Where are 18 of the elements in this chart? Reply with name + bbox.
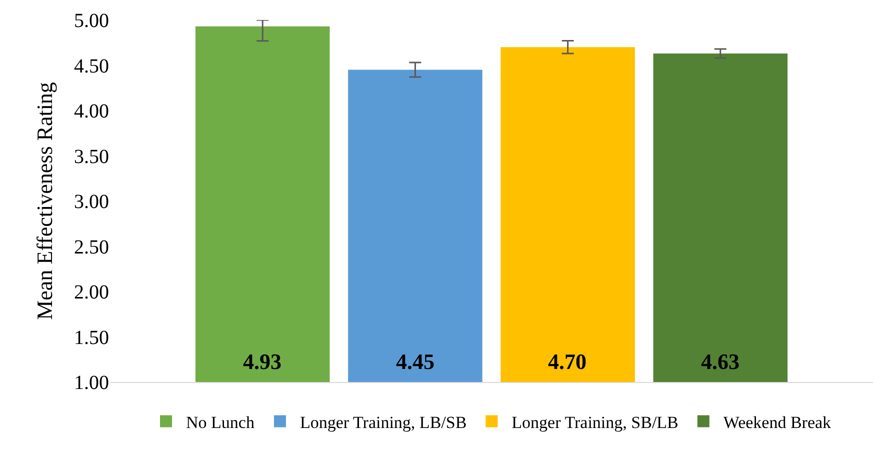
y-tick-label: 4.00 bbox=[74, 100, 109, 122]
y-tick-label: 5.00 bbox=[74, 10, 109, 32]
legend-label: No Lunch bbox=[186, 412, 255, 432]
legend-label: Longer Training, LB/SB bbox=[300, 412, 467, 432]
y-tick-label: 3.00 bbox=[74, 191, 109, 213]
legend-label: Longer Training, SB/LB bbox=[512, 412, 678, 432]
data-label: 4.45 bbox=[396, 349, 434, 374]
y-tick-label: 2.00 bbox=[74, 282, 109, 304]
y-axis-title: Mean Effectiveness Rating bbox=[32, 82, 57, 320]
y-tick-label: 1.50 bbox=[74, 326, 109, 349]
legend-label: Weekend Break bbox=[723, 412, 832, 432]
y-tick-label: 3.50 bbox=[74, 146, 109, 168]
y-tick-label: 4.50 bbox=[74, 55, 109, 78]
data-label: 4.70 bbox=[548, 349, 586, 374]
y-tick-label: 2.50 bbox=[74, 236, 109, 258]
data-label: 4.63 bbox=[701, 349, 740, 374]
y-tick-label: 1.00 bbox=[74, 372, 109, 394]
data-label: 4.93 bbox=[243, 349, 282, 374]
